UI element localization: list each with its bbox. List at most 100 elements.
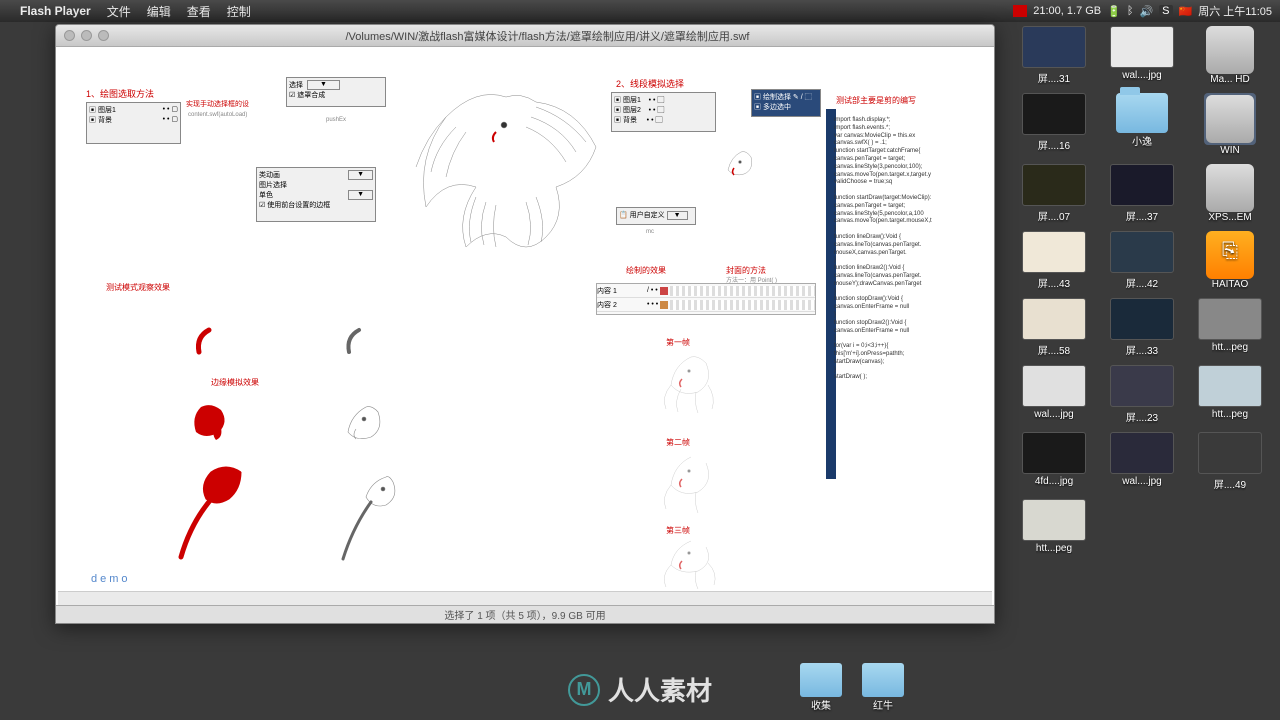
swf-content: 1、绘图选取方法 实现手动选择框的设 ▣ 图层1• • ▢ ▣ 背景• • ▢ … [56, 47, 994, 605]
desktop-icon[interactable]: wal....jpg [1100, 432, 1184, 491]
clock[interactable]: 周六 上午11:05 [1198, 3, 1272, 19]
icon-label: wal....jpg [1034, 409, 1073, 420]
actionscript-code: import flash.display.*;import flash.even… [834, 117, 984, 382]
image-thumb [1022, 164, 1086, 206]
desktop-icon[interactable]: 屏....42 [1100, 231, 1184, 290]
desktop-icon[interactable]: wal....jpg [1012, 365, 1096, 424]
image-thumb [1022, 231, 1086, 273]
image-thumb [1198, 365, 1262, 407]
statusbar-text: 选择了 1 项（共 5 项），9.9 GB 可用 [444, 607, 605, 622]
image-thumb [1110, 432, 1174, 474]
icon-label: wal....jpg [1122, 476, 1161, 487]
input-icon[interactable]: 🇨🇳 [1179, 5, 1193, 18]
s-icon[interactable]: S [1159, 5, 1172, 17]
icon-label: 屏....16 [1038, 137, 1070, 152]
desktop-icon[interactable]: htt...peg [1188, 298, 1272, 357]
desktop-icon[interactable]: 屏....43 [1012, 231, 1096, 290]
desktop-icon[interactable]: 4fd....jpg [1012, 432, 1096, 491]
flash-player-window: /Volumes/WIN/激战flash富媒体设计/flash方法/遮罩绘制应用… [55, 24, 995, 624]
icon-label: WIN [1220, 145, 1239, 156]
icon-label: 屏....07 [1038, 208, 1070, 223]
folder-icon [800, 663, 842, 697]
timeline-panel: 内容 1/ • • 内容 2• • • [596, 283, 816, 315]
desktop-icon[interactable]: WIN [1188, 93, 1272, 156]
icon-label: XPS...EM [1208, 212, 1251, 223]
icon-label: 屏....49 [1214, 476, 1246, 491]
gray-bird-head-1 [336, 397, 401, 457]
image-thumb [1110, 164, 1174, 206]
annotation-2: 2、线段模拟选择 [616, 77, 684, 90]
desktop-icon[interactable]: 屏....31 [1012, 26, 1096, 85]
red-brush-bird-1 [181, 392, 251, 452]
image-thumb [1110, 26, 1174, 68]
desktop-icon[interactable]: Ma... HD [1188, 26, 1272, 85]
icon-label: Ma... HD [1210, 74, 1249, 85]
disk-icon [1206, 95, 1254, 143]
demo-label: demo [91, 573, 131, 585]
red-brush-bird-2 [171, 457, 271, 567]
menu-control[interactable]: 控制 [227, 3, 251, 20]
image-thumb [1022, 365, 1086, 407]
panel-user-defined: 📋 用户自定义 ▼ [616, 207, 696, 225]
desktop-icon[interactable]: XPS...EM [1188, 164, 1272, 223]
annotation-4: 边缘模拟效果 [211, 377, 259, 388]
desktop-icon[interactable]: 屏....07 [1012, 164, 1096, 223]
red-brush-1 [191, 322, 231, 362]
annotation-5: 测试部主要是剪的编写 [836, 95, 916, 106]
desktop-icon[interactable]: htt...peg [1188, 365, 1272, 424]
desktop-icon[interactable]: htt...peg [1012, 499, 1096, 554]
desktop-icons-grid: 屏....31 wal....jpg Ma... HD 屏....16 小逸 WIN 屏..… [1012, 26, 1272, 554]
window-titlebar[interactable]: /Volumes/WIN/激战flash富媒体设计/flash方法/遮罩绘制应用… [56, 25, 994, 47]
desktop-icon[interactable]: wal....jpg [1100, 26, 1184, 85]
icon-label: htt...peg [1036, 543, 1072, 554]
desktop-icon[interactable]: 小逸 [1100, 93, 1184, 156]
menu-view[interactable]: 查看 [187, 3, 211, 20]
desktop-icon[interactable]: 屏....16 [1012, 93, 1096, 156]
horizontal-scrollbar[interactable] [58, 591, 992, 605]
image-thumb [1022, 499, 1086, 541]
desktop-icon[interactable]: 屏....37 [1100, 164, 1184, 223]
icon-label: 4fd....jpg [1035, 476, 1073, 487]
battery-icon[interactable]: 🔋 [1107, 5, 1121, 18]
dock-folder[interactable]: 红牛 [862, 663, 904, 712]
image-thumb [1022, 26, 1086, 68]
icon-label: HAITAO [1212, 279, 1248, 290]
desktop-icon[interactable]: 屏....49 [1188, 432, 1272, 491]
close-button[interactable] [64, 30, 75, 41]
timeline-header-1: 绘制的效果 [626, 265, 666, 276]
icon-label: 屏....31 [1038, 70, 1070, 85]
annotation-1: 1、绘图选取方法 [86, 87, 154, 100]
image-thumb [1022, 298, 1086, 340]
traffic-lights[interactable] [64, 30, 109, 41]
panel-combo-1: 选择 ▼ ☑ 遮罩合成 [286, 77, 386, 107]
icon-label: htt...peg [1212, 342, 1248, 353]
annotation-3: 测试模式观察效果 [106, 282, 170, 293]
menu-file[interactable]: 文件 [107, 3, 131, 20]
dock-folder[interactable]: 收集 [800, 663, 842, 712]
frame-1-sketch [646, 347, 746, 417]
watermark: M 人人素材 [568, 671, 712, 708]
icon-label: 屏....43 [1038, 275, 1070, 290]
folder-icon [1116, 93, 1168, 133]
panel1-label: content.swf(autoLoad) [188, 112, 247, 118]
disk-icon [1206, 164, 1254, 212]
menu-edit[interactable]: 编辑 [147, 3, 171, 20]
volume-icon[interactable]: 🔊 [1139, 5, 1153, 18]
panel-props: 类动画▼ 图片选择 单色▼ ☑ 使用前台设置的边框 [256, 167, 376, 222]
image-thumb [1022, 432, 1086, 474]
disk-icon [1206, 26, 1254, 74]
app-name[interactable]: Flash Player [20, 4, 91, 18]
gray-brush-1 [341, 322, 381, 362]
image-thumb [1110, 365, 1174, 407]
desktop-icon[interactable]: 屏....23 [1100, 365, 1184, 424]
bluetooth-icon[interactable]: ᛒ [1127, 5, 1134, 17]
desktop-icon[interactable]: 屏....58 [1012, 298, 1096, 357]
istats-icon[interactable] [1013, 5, 1027, 17]
zoom-button[interactable] [98, 30, 109, 41]
minimize-button[interactable] [81, 30, 92, 41]
desktop-icon[interactable]: ⎘HAITAO [1188, 231, 1272, 290]
folder-label: 红牛 [873, 697, 893, 712]
icon-label: 小逸 [1132, 133, 1152, 148]
icon-label: wal....jpg [1122, 70, 1161, 81]
desktop-icon[interactable]: 屏....33 [1100, 298, 1184, 357]
